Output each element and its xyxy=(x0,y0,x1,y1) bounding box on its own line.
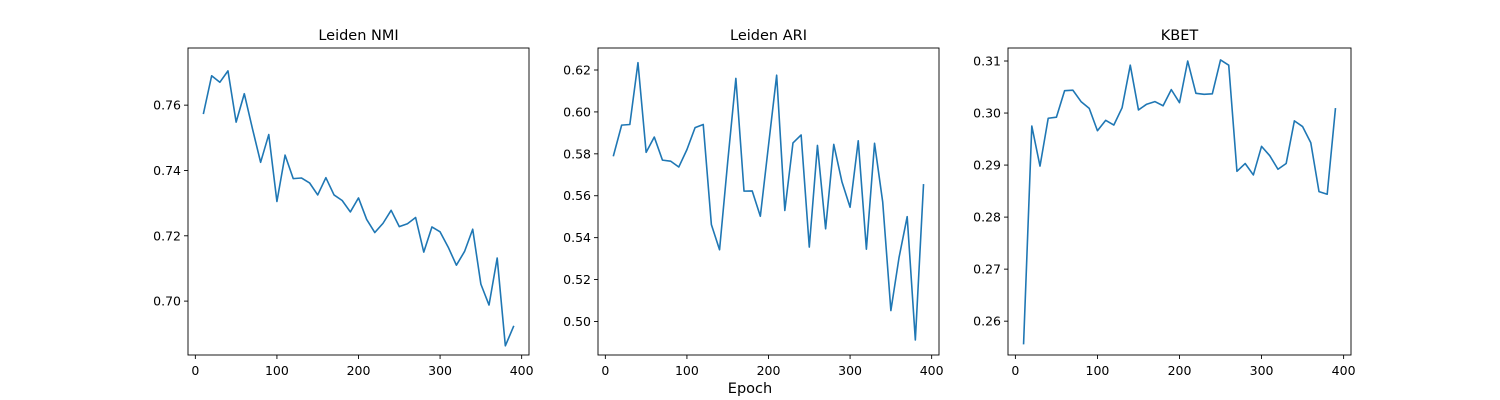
chart-panel-1: Leiden NMI 0 100 200 300 400 0.70 0.72 0.74 0.76 xyxy=(153,28,533,378)
series-line-1 xyxy=(202,70,515,347)
axes-frame xyxy=(597,47,940,356)
series-line-1 xyxy=(612,61,925,341)
y-tick-label: 0.74 xyxy=(153,163,181,178)
x-tick-label: 300 xyxy=(838,363,862,378)
y-tick-label: 0.72 xyxy=(153,228,181,243)
y-tick-label: 0.58 xyxy=(563,146,591,161)
y-tick-label: 0.30 xyxy=(973,106,1001,121)
y-tick-label: 0.26 xyxy=(973,314,1001,329)
y-tick-label: 0.70 xyxy=(153,294,181,309)
x-tick-label: 200 xyxy=(757,363,781,378)
x-tick-label: 300 xyxy=(428,363,452,378)
chart-panel-3: KBET 0 100 200 300 400 0.26 0.27 0.28 0.29 0.30 0.3… xyxy=(973,28,1355,378)
x-tick-label: 400 xyxy=(920,363,944,378)
chart-title: Leiden NMI xyxy=(318,28,398,44)
chart-title: KBET xyxy=(1161,28,1199,44)
x-tick-label: 400 xyxy=(1332,363,1356,378)
x-tick-label: 400 xyxy=(510,363,534,378)
x-tick-label: 300 xyxy=(1250,363,1274,378)
chart-title: Leiden ARI xyxy=(730,28,807,44)
axes-frame xyxy=(187,47,530,356)
x-tick-label: 0 xyxy=(601,363,609,378)
y-tick-label: 0.31 xyxy=(973,54,1001,69)
x-tick-label: 100 xyxy=(1086,363,1110,378)
y-tick-label: 0.50 xyxy=(563,314,591,329)
y-tick-label: 0.28 xyxy=(973,210,1001,225)
x-tick-label: 0 xyxy=(1011,363,1019,378)
y-tick-label: 0.54 xyxy=(563,230,591,245)
chart-panel-2: Leiden ARI 0 100 200 300 400 0.50 0.52 0.54 0.56 0… xyxy=(563,28,943,378)
x-tick-label: 200 xyxy=(1168,363,1192,378)
x-tick-label: 100 xyxy=(265,363,289,378)
figure-xlabel: Epoch xyxy=(728,381,772,397)
x-tick-label: 200 xyxy=(347,363,371,378)
y-tick-label: 0.27 xyxy=(973,262,1001,277)
series-line-1 xyxy=(1022,59,1337,345)
y-tick-label: 0.29 xyxy=(973,158,1001,173)
y-tick-label: 0.60 xyxy=(563,104,591,119)
x-tick-label: 100 xyxy=(675,363,699,378)
x-tick-label: 0 xyxy=(191,363,199,378)
y-tick-label: 0.52 xyxy=(563,272,591,287)
y-tick-label: 0.76 xyxy=(153,98,181,113)
y-tick-label: 0.62 xyxy=(563,63,591,78)
y-tick-label: 0.56 xyxy=(563,188,591,203)
axes-frame xyxy=(1007,47,1352,356)
